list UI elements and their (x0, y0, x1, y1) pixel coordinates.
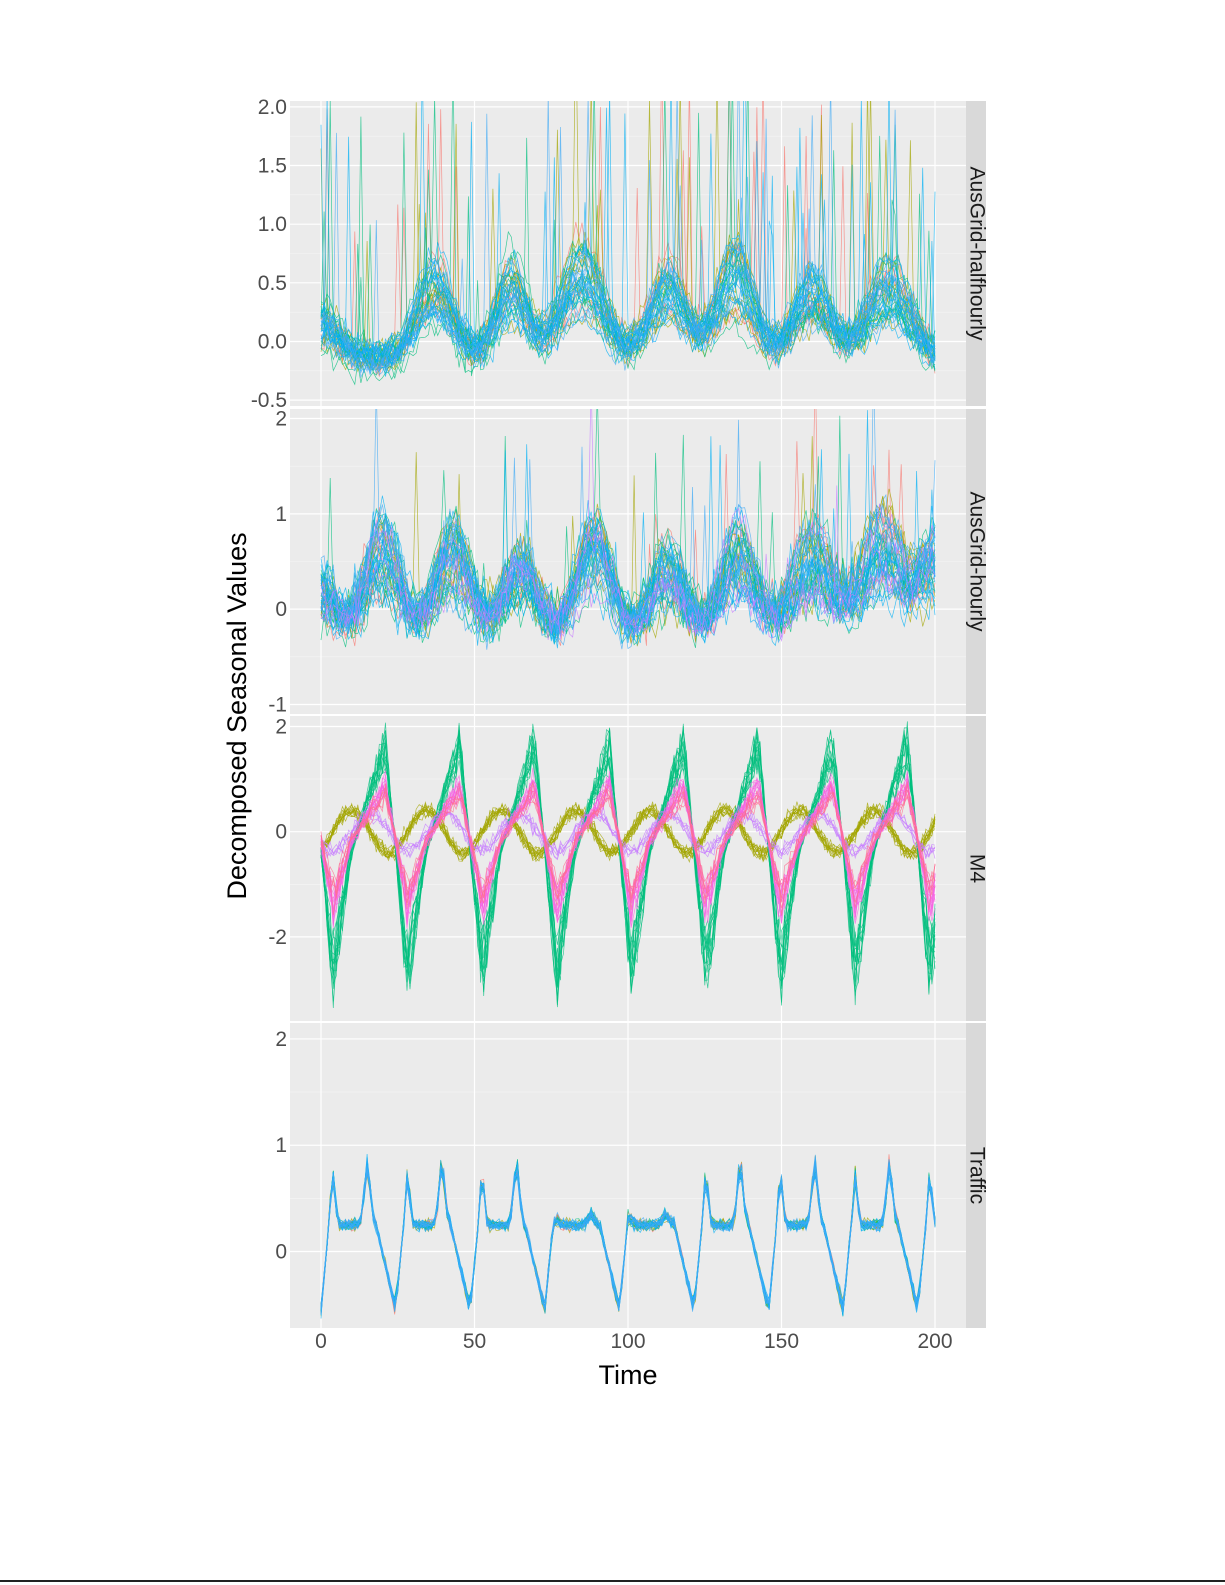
facet-strip (966, 101, 986, 406)
series-line (320, 802, 936, 861)
y-tick-label: -1 (268, 693, 287, 716)
facet-strip (966, 409, 986, 714)
facet-m4: 2 0 -2 M4 (268, 716, 988, 1021)
x-tick-label: 0 (315, 1330, 327, 1353)
y-tick-label: 2.0 (258, 96, 287, 119)
y-tick-label: 0.0 (258, 330, 287, 353)
facet-strip (966, 1023, 986, 1328)
series-line (320, 804, 936, 860)
series-line (320, 803, 936, 863)
y-tick-label: 2 (275, 408, 287, 431)
y-axis-title: Decomposed Seasonal Values (222, 532, 252, 899)
x-tick-label: 100 (610, 1330, 645, 1353)
series-line (320, 1163, 936, 1315)
series-line (320, 801, 936, 863)
y-tick-label: 2 (275, 1028, 287, 1051)
series-line (320, 446, 936, 650)
x-axis: 0 50 100 150 200 (315, 1330, 952, 1353)
series-line (320, 802, 936, 861)
series-line (320, 504, 936, 631)
series-line (320, 1158, 936, 1313)
series-line (320, 728, 936, 1003)
x-tick-label: 50 (463, 1330, 486, 1353)
series-lines (320, 1153, 936, 1319)
y-tick-label: 2 (275, 716, 287, 739)
series-line (320, 721, 936, 1006)
facet-ausgrid-halfhourly: 2.0 1.5 1.0 0.5 0.0 -0.5 AusGrid-halfhourly (251, 96, 989, 412)
page-bottom-rule (0, 1580, 1225, 1582)
facet-ausgrid-hourly: 2 1 0 -1 AusGrid-hourly (268, 408, 988, 717)
series-line (320, 101, 936, 358)
y-tick-label: 1 (275, 503, 287, 526)
series-line (320, 118, 936, 373)
x-axis-title: Time (599, 1360, 658, 1390)
y-tick-label: 0.5 (258, 272, 287, 295)
facet-strip (966, 716, 986, 1021)
series-lines (320, 721, 936, 1009)
series-line (320, 126, 936, 379)
y-tick-label: 0 (275, 1240, 287, 1263)
series-line (320, 781, 936, 910)
series-line (320, 722, 936, 986)
y-tick-label: -0.5 (251, 389, 287, 412)
series-line (320, 450, 936, 643)
y-tick-label: 1 (275, 1134, 287, 1157)
facet-label: AusGrid-hourly (965, 491, 988, 632)
series-line (320, 101, 936, 358)
y-tick-label: 0 (275, 598, 287, 621)
y-tick-label: -2 (268, 926, 287, 949)
series-line (320, 101, 936, 376)
series-line (320, 786, 936, 911)
series-lines (320, 101, 936, 386)
facet-label: AusGrid-halfhourly (965, 167, 988, 341)
facet-label: M4 (965, 854, 988, 883)
y-tick-label: 1.5 (258, 155, 287, 178)
facet-traffic: 2 1 0 Traffic (275, 1023, 988, 1328)
y-tick-label: 0 (275, 821, 287, 844)
x-tick-label: 150 (764, 1330, 799, 1353)
series-line (320, 109, 936, 372)
x-tick-label: 200 (917, 1330, 952, 1353)
y-tick-label: 1.0 (258, 213, 287, 236)
facet-label: Traffic (965, 1147, 988, 1204)
series-line (320, 485, 936, 638)
chart-panels: 2.0 1.5 1.0 0.5 0.0 -0.5 AusGrid-halfhourly 2 1 0… (251, 96, 989, 1328)
series-lines (320, 409, 936, 650)
series-line (320, 511, 936, 641)
series-line (320, 806, 936, 859)
series-line (320, 112, 936, 373)
series-line (320, 782, 936, 909)
